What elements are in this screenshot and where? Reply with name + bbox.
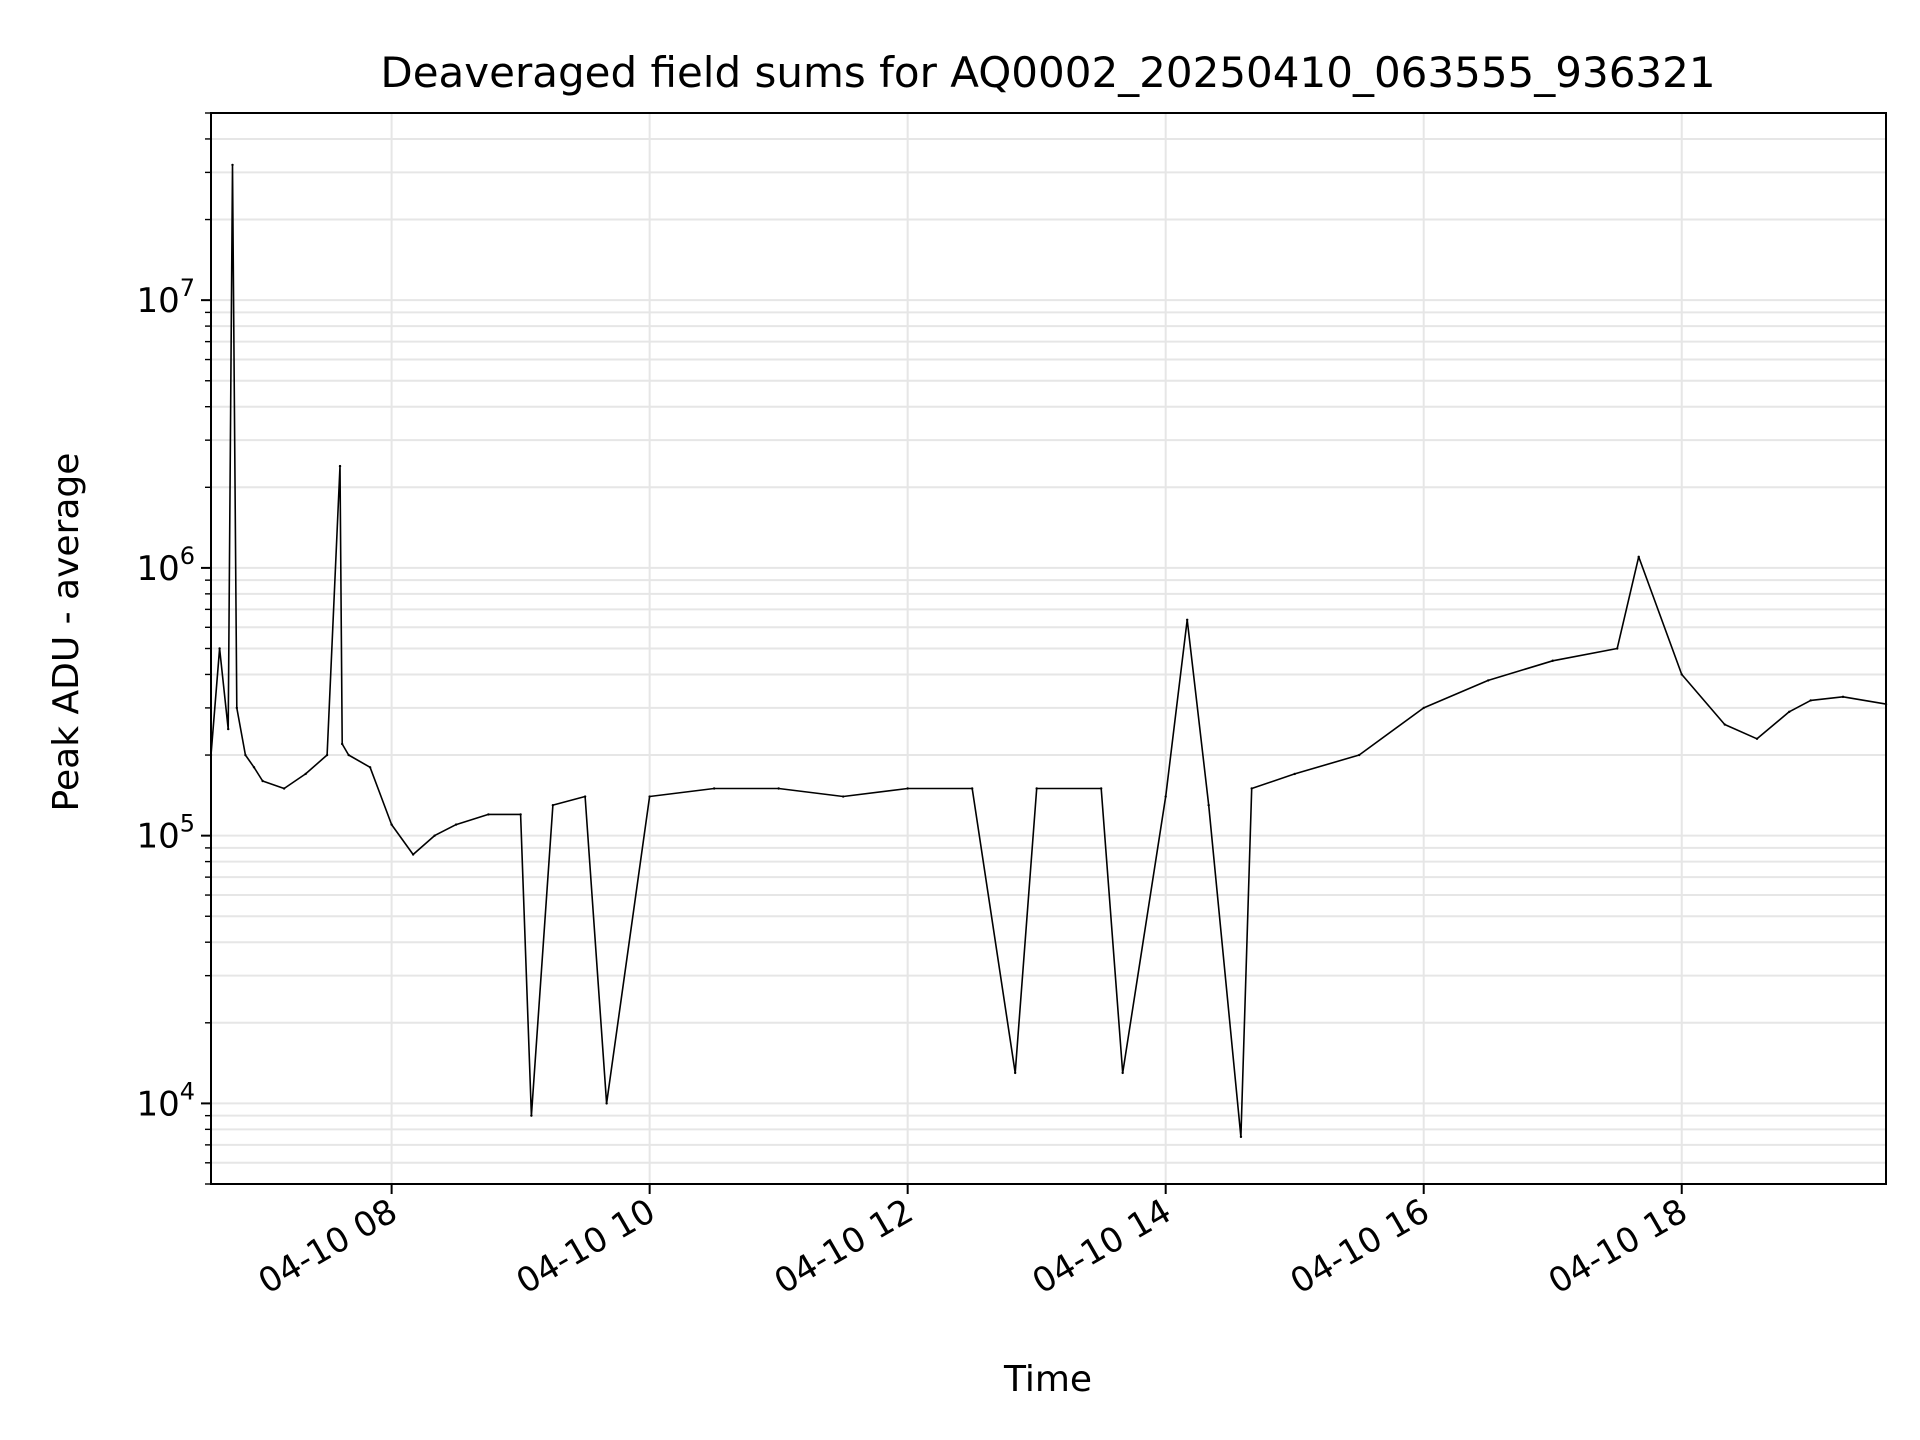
data-point (1293, 772, 1296, 776)
data-point (347, 753, 350, 757)
data-point (325, 753, 329, 757)
data-point (218, 647, 221, 650)
data-point (261, 779, 264, 783)
data-point (252, 766, 256, 769)
data-point (1809, 699, 1812, 702)
y-tick-label-exponent: 7 (180, 274, 195, 302)
data-point (1755, 737, 1759, 740)
data-point (1841, 695, 1845, 699)
y-tick-label-base: 10 (136, 281, 179, 321)
data-point (1035, 787, 1038, 790)
data-point (368, 766, 372, 769)
data-point (433, 834, 436, 837)
data-point (970, 787, 974, 790)
data-point (340, 742, 344, 746)
data-point (1680, 673, 1683, 676)
data-point (519, 813, 522, 816)
data-point (605, 1102, 608, 1105)
data-point (1164, 795, 1167, 798)
data-point (304, 772, 307, 776)
y-tick-label-base: 10 (136, 817, 179, 857)
chart-title: Deaveraged field sums for AQ0002_2025041… (380, 48, 1715, 97)
data-point (583, 795, 587, 798)
data-point (1207, 803, 1210, 807)
data-point (1013, 1071, 1017, 1075)
y-tick-label: 106 (136, 542, 195, 589)
data-point (235, 706, 239, 710)
data-point (1358, 753, 1361, 757)
x-axis-title: Time (1003, 1359, 1092, 1400)
y-axis-title: Peak ADU - average (46, 453, 87, 812)
data-point (338, 464, 342, 468)
data-point (712, 787, 716, 790)
data-point (648, 795, 651, 798)
series-line-path (210, 164, 1887, 1138)
y-tick-label-base: 10 (136, 549, 179, 589)
data-point (1487, 679, 1490, 682)
data-point (841, 795, 845, 798)
y-tick-label: 105 (136, 810, 195, 857)
grid (211, 112, 1886, 1185)
y-tick-label-base: 10 (136, 1084, 179, 1124)
data-point (282, 787, 286, 790)
data-point (390, 823, 393, 826)
data-point (1616, 647, 1619, 650)
series-line (209, 163, 1888, 1139)
data-point (1551, 659, 1554, 662)
data-point (906, 787, 909, 790)
data-point (244, 753, 247, 757)
data-point (231, 163, 234, 167)
data-point (777, 787, 780, 790)
y-tick-label-exponent: 6 (180, 542, 195, 570)
data-point (1637, 555, 1640, 559)
data-point (1788, 710, 1791, 714)
data-point (530, 1114, 533, 1117)
y-tick-label: 107 (136, 274, 195, 321)
data-point (1239, 1135, 1243, 1139)
data-point (454, 823, 458, 826)
y-tick-label-exponent: 5 (180, 810, 195, 838)
data-point (227, 727, 230, 731)
data-point (1185, 618, 1189, 621)
data-point (1250, 787, 1253, 790)
data-point (551, 803, 555, 807)
data-point (411, 853, 415, 856)
data-point (1099, 787, 1103, 790)
data-point (1121, 1071, 1124, 1075)
data-point (1723, 723, 1726, 726)
data-point (1422, 706, 1425, 710)
data-point (487, 813, 490, 816)
y-tick-label: 104 (136, 1077, 195, 1124)
y-tick-label-exponent: 4 (180, 1077, 195, 1105)
